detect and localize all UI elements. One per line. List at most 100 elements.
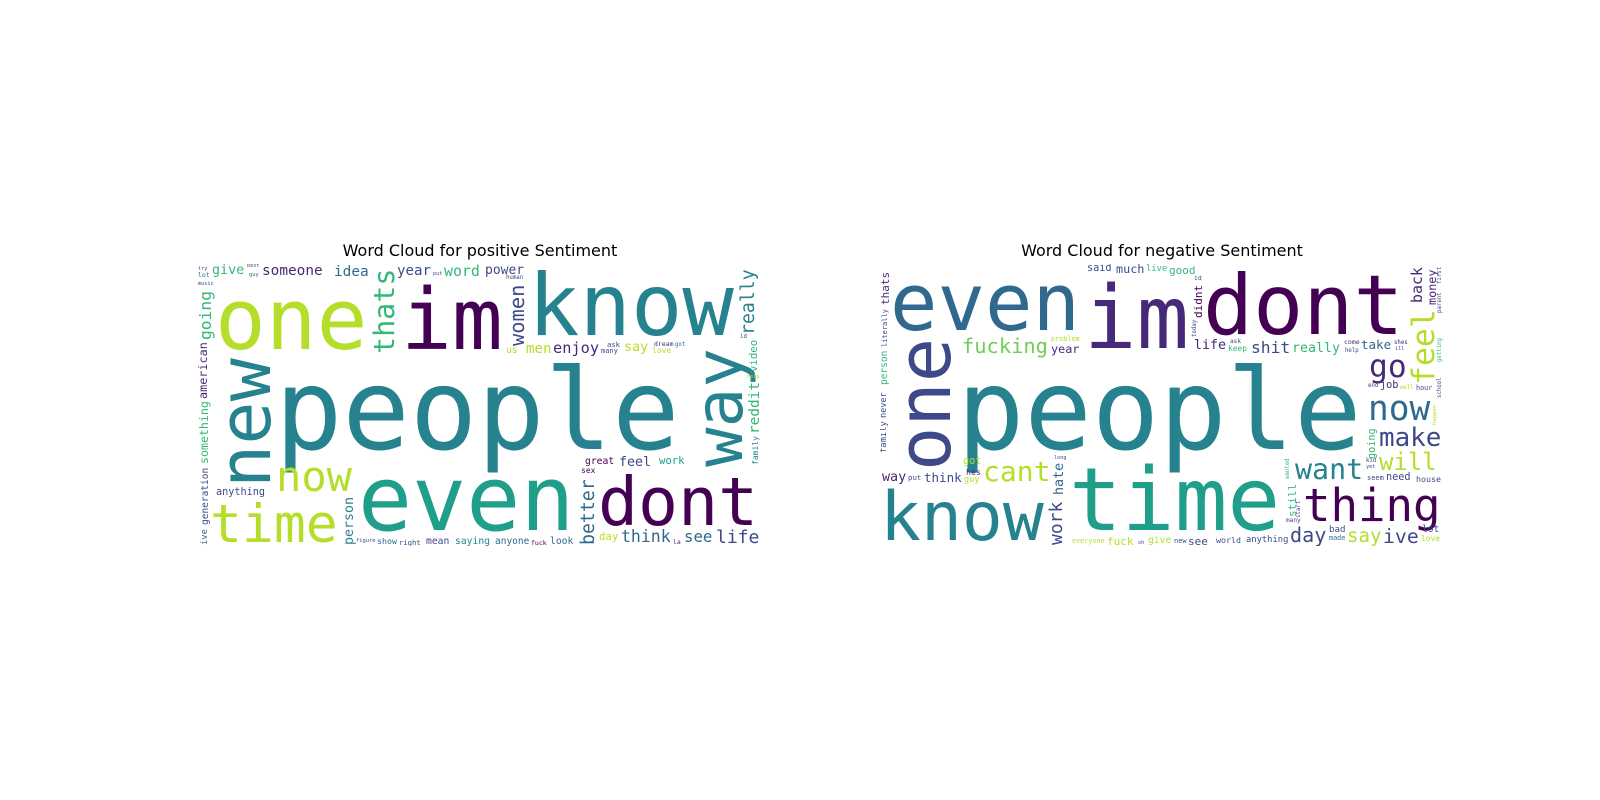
cloud-word: come — [1344, 338, 1360, 346]
cloud-word: person — [342, 496, 357, 545]
cloud-word: feel — [1406, 309, 1442, 385]
cloud-word: didnt — [1192, 284, 1205, 318]
cloud-word: see — [684, 527, 713, 546]
cloud-word: great — [585, 456, 615, 467]
chart-title: Word Cloud for negative Sentiment — [1021, 241, 1303, 260]
cloud-word: time — [210, 494, 338, 546]
cloud-word: try — [198, 266, 208, 272]
cloud-word: back — [1408, 267, 1426, 303]
cloud-word: women — [505, 284, 529, 346]
cloud-word: ask — [607, 340, 620, 349]
cloud-word: saying — [455, 536, 490, 546]
cloud-word: life — [716, 527, 760, 547]
cloud-word: really — [1292, 341, 1341, 356]
cloud-word: sex — [581, 466, 596, 475]
cloud-word: people — [275, 346, 680, 476]
cloud-word: year — [1051, 342, 1080, 356]
cloud-word: show — [377, 536, 397, 546]
cloud-word: people — [957, 346, 1362, 476]
cloud-word: look — [550, 536, 574, 546]
cloud-word: lot — [1422, 524, 1440, 535]
cloud-word: now — [276, 452, 353, 501]
cloud-word: ask — [1230, 338, 1242, 345]
cloud-word: life — [1194, 338, 1227, 353]
cloud-word: way — [882, 470, 907, 485]
cloud-word: fuck — [1107, 535, 1134, 546]
cloud-word: hour — [1416, 384, 1433, 392]
cloud-word: will — [1379, 448, 1437, 476]
cloud-word: long — [1054, 455, 1067, 461]
cloud-word: dream — [654, 340, 674, 348]
cloud-word: im — [401, 270, 503, 369]
cloud-word: cant — [983, 455, 1051, 488]
cloud-word: say — [1347, 524, 1382, 546]
cloud-word: power — [485, 264, 525, 278]
cloud-word: today — [1192, 319, 1198, 337]
cloud-word: problem — [1051, 335, 1080, 343]
cloud-word: put — [433, 271, 443, 277]
cloud-word: thats — [880, 271, 892, 305]
cloud-word: dont — [1203, 264, 1404, 354]
cloud-word: fuck — [531, 539, 547, 546]
cloud-word: day — [1290, 523, 1327, 546]
cloud-word: anyone — [495, 536, 530, 546]
cloud-word: go — [1369, 349, 1407, 385]
cloud-word: good — [1169, 264, 1196, 277]
cloud-word: day — [599, 530, 619, 543]
cloud-word: going — [198, 290, 215, 340]
cloud-word: know — [528, 264, 734, 356]
cloud-word: house — [1416, 474, 1441, 484]
chart-title: Word Cloud for positive Sentiment — [342, 241, 618, 260]
cloud-word: even — [358, 448, 575, 546]
cloud-word: id — [740, 334, 747, 340]
cloud-word: guy — [249, 272, 259, 278]
cloud-word: something — [198, 401, 211, 464]
cloud-word: best — [247, 264, 260, 269]
cloud-word: word — [444, 264, 480, 280]
cloud-word: want — [1295, 453, 1364, 486]
cloud-word: think — [621, 527, 671, 546]
cloud-word: right — [399, 538, 421, 546]
cloud-word: music — [198, 281, 214, 287]
cloud-word: la — [673, 538, 681, 546]
cloud-word: going — [1367, 428, 1378, 459]
cloud-word: got — [963, 456, 982, 467]
cloud-word: better — [578, 479, 599, 545]
cloud-word: shit — [1251, 338, 1291, 357]
cloud-word: live — [1146, 264, 1168, 274]
cloud-word: thats — [368, 268, 401, 354]
cloud-word: many — [601, 347, 618, 355]
cloud-word: human — [506, 275, 524, 281]
cloud-word: give — [1148, 535, 1172, 546]
cloud-word: one — [215, 271, 368, 369]
cloud-word: school — [1437, 377, 1443, 398]
cloud-word: take — [1361, 337, 1392, 352]
cloud-word: work — [659, 455, 685, 467]
cloud-word: im — [1084, 267, 1190, 369]
cloud-word: men — [526, 341, 552, 357]
word-cloud-negative: people im one time dont even know thing want now f… — [880, 264, 1444, 546]
cloud-word: love — [1421, 534, 1441, 543]
word-cloud-positive: people im even new know one dont time way now wome… — [198, 264, 762, 546]
cloud-word: anything — [216, 487, 266, 498]
cloud-word: someone — [262, 264, 323, 279]
cloud-word: even — [890, 264, 1080, 349]
cloud-word: think — [924, 470, 962, 485]
cloud-word: many — [1286, 517, 1301, 524]
cloud-word: figure — [356, 538, 376, 544]
cloud-word: idea — [334, 264, 369, 280]
cloud-word: got — [675, 342, 686, 348]
cloud-word: reddit — [747, 382, 762, 434]
cloud-word: see — [1188, 535, 1208, 546]
cloud-word: job — [1380, 380, 1399, 391]
cloud-word: id — [1194, 274, 1202, 282]
cloud-word: new — [203, 358, 287, 488]
cloud-word: work — [1046, 501, 1067, 545]
cloud-word: getting — [1437, 338, 1443, 362]
cloud-word: never — [880, 392, 889, 418]
cloud-word: end — [1368, 383, 1379, 389]
cloud-word: family — [880, 421, 889, 453]
cloud-word: new — [1174, 537, 1187, 545]
cloud-word: now — [1368, 389, 1431, 429]
cloud-word: wanted — [1285, 458, 1291, 479]
